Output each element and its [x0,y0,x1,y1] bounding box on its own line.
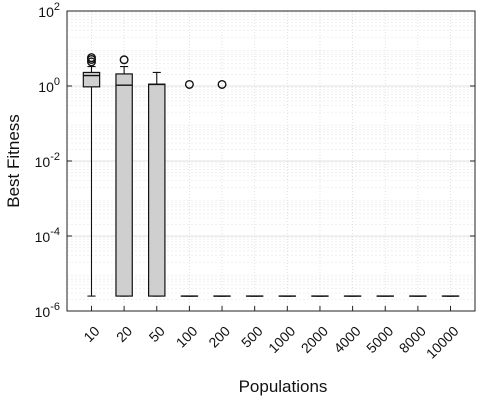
interquartile-box [115,73,133,297]
interquartile-box [148,83,166,297]
x-tick-label: 10000 [423,323,462,362]
y-tick-label: 102 [38,1,60,20]
outlier-point [86,53,96,63]
box-100 [180,79,199,297]
x-tick-label: 10 [80,323,102,345]
x-tick-label: 50 [146,323,168,345]
x-tick-label: 500 [238,323,266,351]
x-tick-label: 1000 [265,323,298,356]
x-tick-label: 100 [173,323,201,351]
y-tick-label: 100 [38,76,60,95]
x-tick-label: 20 [113,323,135,345]
x-tick-label: 2000 [298,323,331,356]
y-tick-label: 10-6 [35,301,60,320]
box-10 [82,53,101,297]
x-tick-label: 200 [205,323,233,351]
y-axis-title: Best Fitness [4,114,23,208]
outlier-point [119,55,129,65]
box-20 [115,55,133,297]
box-200 [213,79,231,297]
y-tick-label: 10-2 [35,151,60,170]
x-axis-title: Populations [239,377,328,396]
interquartile-box [82,71,101,88]
boxes-layer [82,53,460,297]
x-tick-label: 5000 [363,323,396,356]
y-tick-label: 10-4 [35,226,60,245]
grid-layer [67,10,475,312]
x-tick-label: 4000 [330,323,363,356]
box-50 [148,71,166,297]
outlier-point [184,79,194,89]
outlier-point [217,79,227,89]
y-axis-ticks: 10-6 10-4 10-2 100 102 [35,1,475,320]
